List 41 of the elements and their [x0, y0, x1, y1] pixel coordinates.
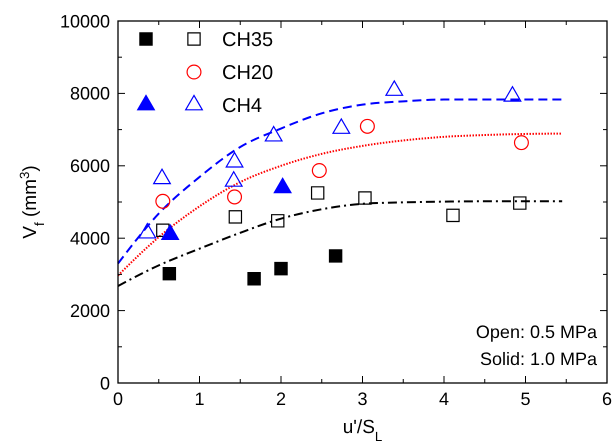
- point: [228, 210, 242, 224]
- annotation: Open: 0.5 MPa: [476, 322, 598, 342]
- y-tick-label: 6000: [70, 156, 110, 176]
- y-tick-label: 4000: [70, 228, 110, 248]
- x-axis-title: u'/S$_{L}$: [342, 417, 382, 444]
- y-tick-label: 8000: [70, 84, 110, 104]
- point: [328, 249, 342, 263]
- y-tick-label: 2000: [70, 300, 110, 321]
- point: [155, 194, 170, 209]
- point: [271, 214, 284, 228]
- point: [153, 168, 171, 184]
- point: [385, 80, 404, 96]
- x-tick-label: 0: [112, 389, 124, 409]
- y-tick-label: 0: [100, 373, 110, 394]
- x-tick-label: 5: [520, 389, 531, 409]
- annotation: Solid: 1.0 MPa: [480, 349, 598, 369]
- point: [227, 189, 242, 204]
- line-series: [117, 132, 564, 276]
- point: [446, 208, 460, 222]
- x-tick-label: 1: [194, 389, 205, 409]
- point: [358, 191, 372, 205]
- x-tick-label: 4: [438, 389, 450, 409]
- point: [162, 266, 176, 280]
- x-tick-label: 3: [357, 389, 368, 409]
- point: [274, 178, 292, 194]
- point: [226, 152, 244, 168]
- y-tick-label: 10000: [60, 11, 110, 32]
- legend-label: CH4: [222, 95, 262, 118]
- point: [247, 272, 261, 286]
- legend-label: CH20: [222, 62, 274, 84]
- point: [312, 163, 327, 178]
- point: [264, 126, 283, 142]
- point: [513, 196, 527, 210]
- point: [332, 118, 350, 134]
- point: [310, 186, 324, 200]
- x-tick-label: 2: [276, 389, 286, 409]
- x-tick-label: 6: [602, 389, 612, 409]
- point: [274, 262, 288, 276]
- point: [504, 86, 522, 102]
- legend-label: CH35: [222, 29, 274, 52]
- point: [224, 171, 243, 187]
